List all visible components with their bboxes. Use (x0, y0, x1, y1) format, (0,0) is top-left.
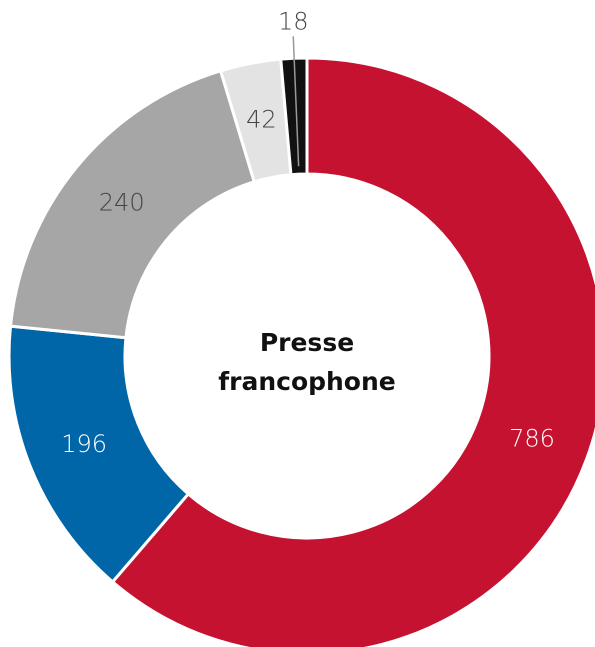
value-label: 18 (278, 7, 309, 35)
value-label: 196 (61, 430, 107, 458)
value-label: 786 (509, 424, 555, 452)
value-label: 240 (99, 188, 145, 216)
value-label: 42 (246, 105, 277, 133)
leader-line (292, 36, 300, 167)
donut-slice (8, 68, 257, 340)
donut-slice (110, 56, 595, 647)
donut-slice (279, 56, 309, 177)
center-title: Presse (260, 328, 354, 357)
center-title: francophone (218, 367, 396, 396)
